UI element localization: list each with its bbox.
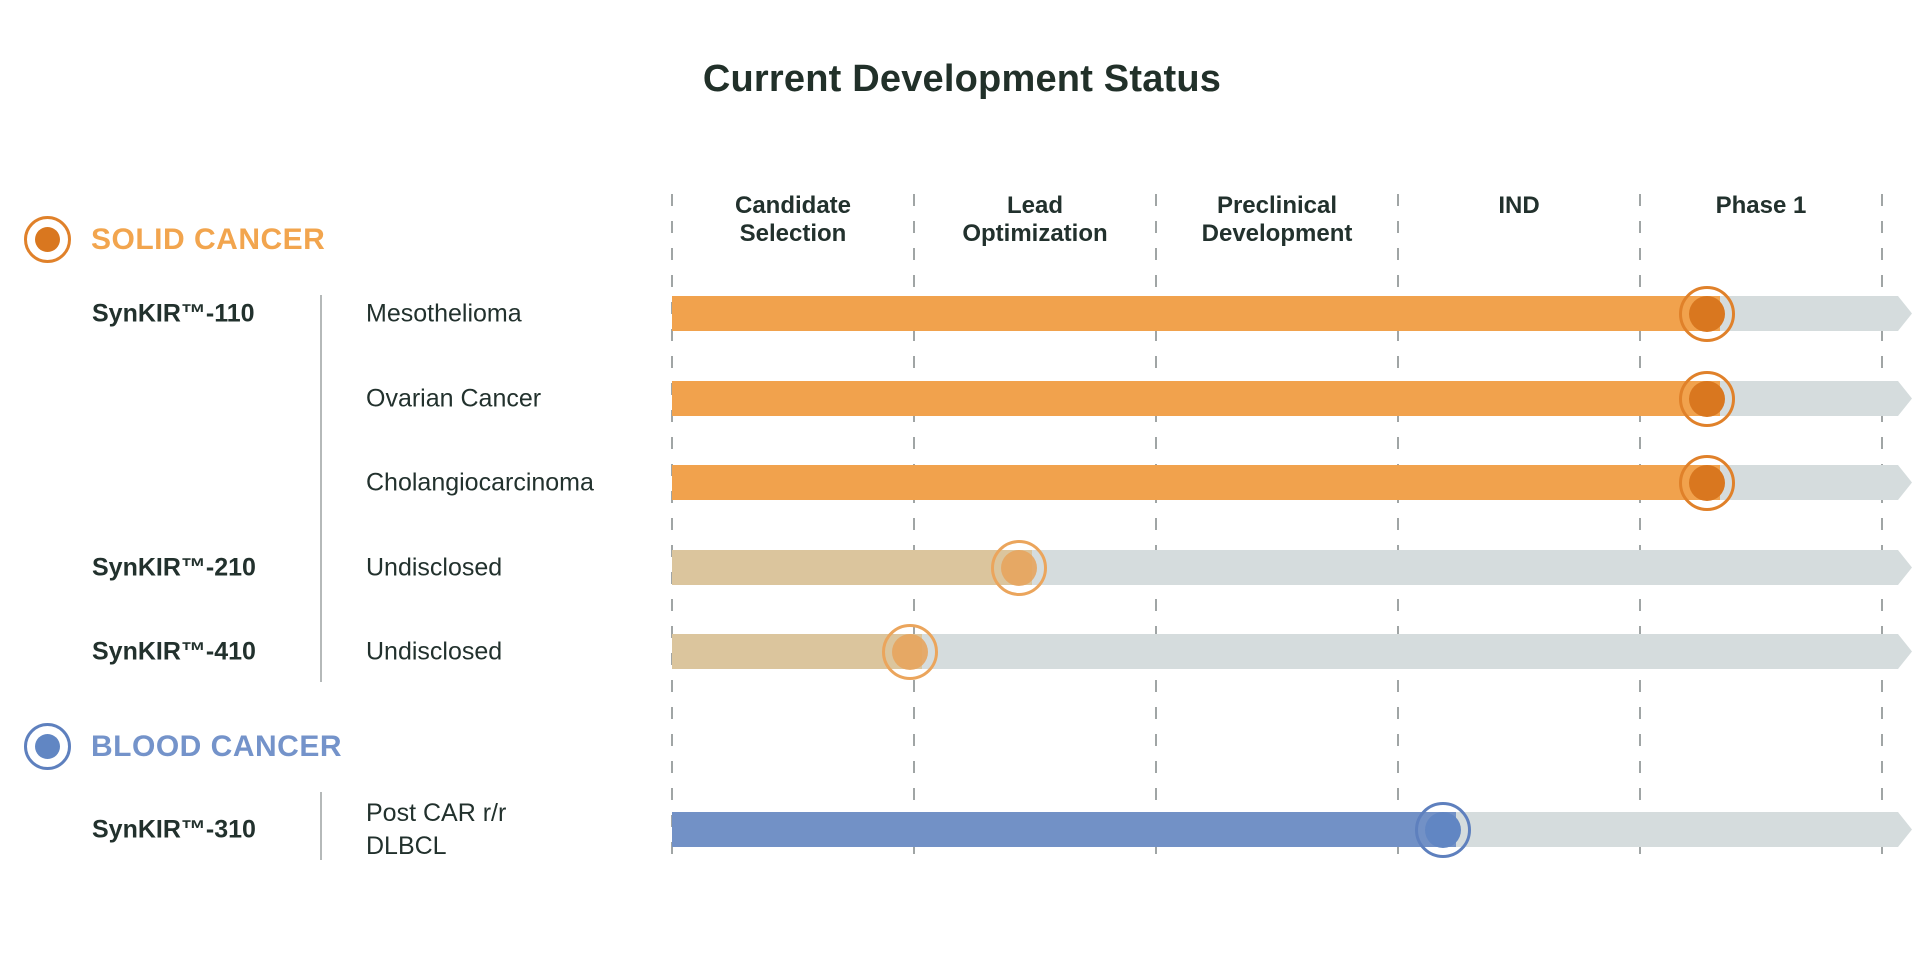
label-divider — [320, 295, 322, 682]
group-header-blood-cancer: BLOOD CANCER — [24, 723, 342, 770]
stage-gridline — [671, 194, 673, 854]
stage-track — [672, 634, 1912, 669]
program-name: SynKIR™-410 — [92, 637, 256, 665]
progress-fill — [672, 381, 1720, 416]
stage-header-phase-1: Phase 1 — [1715, 192, 1807, 219]
stage-gridline — [913, 194, 915, 854]
pipeline-row: SynKIR™-310 Post CAR r/r DLBCL — [0, 799, 1924, 860]
indication-name: Mesothelioma — [366, 299, 522, 327]
program-name: SynKIR™-310 — [92, 815, 256, 843]
pipeline-row: SynKIR™-210 Undisclosed — [0, 539, 1924, 596]
indication-name: Undisclosed — [366, 553, 503, 581]
stage-header-preclinical-development: Preclinical Development — [1201, 192, 1353, 247]
stage-gridline — [1155, 194, 1157, 854]
stage-track — [672, 381, 1912, 416]
progress-fill — [672, 812, 1456, 847]
indication-name: Undisclosed — [366, 637, 503, 665]
stage-track — [672, 550, 1912, 585]
progress-fill — [672, 465, 1720, 500]
indication-name: Ovarian Cancer — [366, 384, 542, 412]
stage-track — [672, 296, 1912, 331]
program-name: SynKIR™-210 — [92, 553, 256, 581]
progress-fill — [672, 296, 1720, 331]
blood-cancer-bullseye-icon — [24, 723, 71, 770]
stage-gridline — [1639, 194, 1641, 854]
group-label: SOLID CANCER — [91, 222, 326, 256]
chart-title: Current Development Status — [702, 58, 1222, 100]
stage-track — [672, 812, 1912, 847]
stage-header-lead-optimization: Lead Optimization — [962, 192, 1108, 247]
stage-track — [672, 465, 1912, 500]
blood-cancer-dot-icon — [35, 734, 60, 759]
indication-name: Cholangiocarcinoma — [366, 468, 594, 496]
indication-name: Post CAR r/r DLBCL — [366, 798, 507, 860]
program-name: SynKIR™-110 — [92, 299, 255, 327]
progress-fill — [672, 634, 922, 669]
solid-cancer-dot-icon — [35, 227, 60, 252]
stage-gridline — [1397, 194, 1399, 854]
stage-header-ind: IND — [1498, 192, 1540, 219]
stage-header-candidate-selection: Candidate Selection — [734, 192, 851, 247]
solid-cancer-bullseye-icon — [24, 216, 71, 263]
label-divider — [320, 792, 322, 860]
stage-gridline — [1881, 194, 1883, 854]
group-header-solid-cancer: SOLID CANCER — [24, 216, 325, 263]
pipeline-row: SynKIR™-110 Mesothelioma — [0, 285, 1924, 342]
pipeline-row: SynKIR™-410 Undisclosed — [0, 623, 1924, 680]
pipeline-row: Ovarian Cancer — [0, 370, 1924, 427]
pipeline-row: Cholangiocarcinoma — [0, 454, 1924, 511]
group-label: BLOOD CANCER — [91, 729, 342, 763]
progress-fill — [672, 550, 1032, 585]
